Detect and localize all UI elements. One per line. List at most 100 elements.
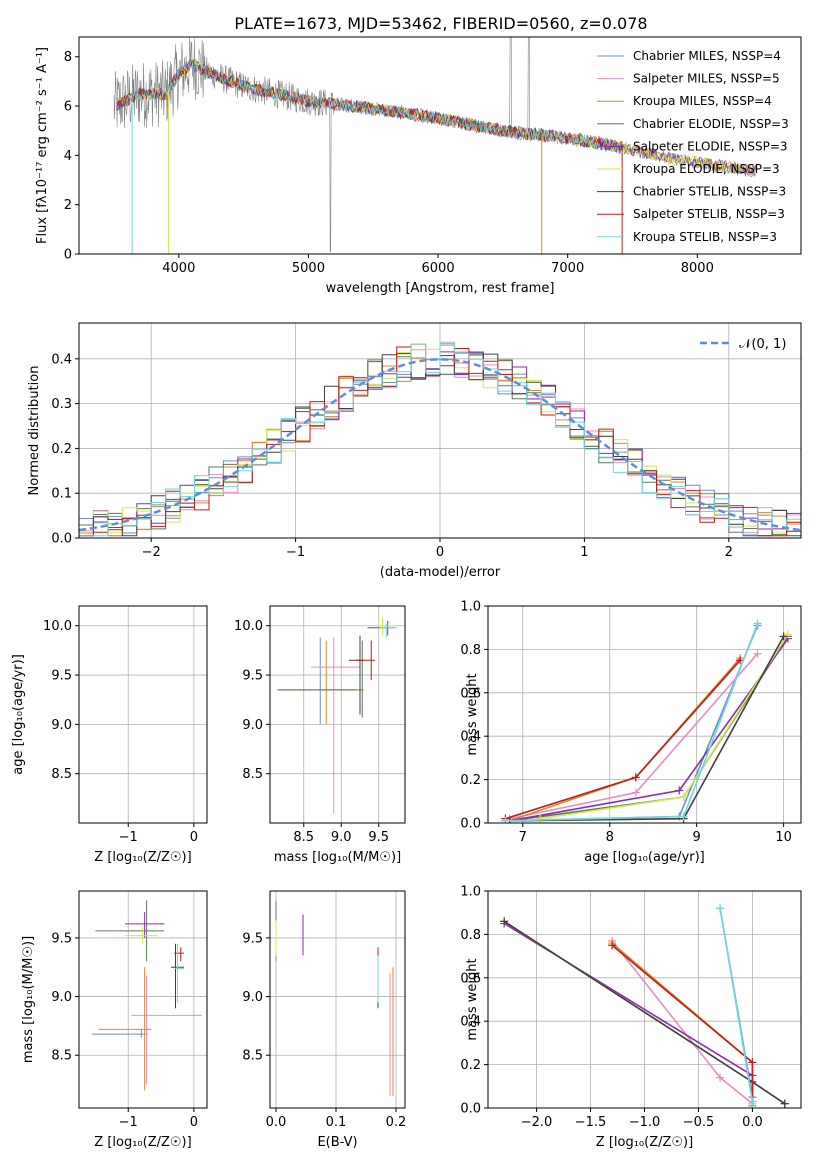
plot-area	[92, 611, 204, 813]
point-marker	[679, 812, 688, 821]
plot-frame	[78, 36, 802, 255]
x-axis-label: Z [log₁₀(Z/Z☉)]	[94, 1135, 191, 1150]
x-tick-label: 5000	[292, 261, 325, 276]
y-tick-label: 0.8	[460, 643, 481, 658]
y-tick-label: 10.0	[234, 619, 263, 634]
x-tick-label: 8000	[681, 261, 714, 276]
y-axis-label: age [log₁₀(age/yr)]	[11, 654, 26, 775]
legend-entry-4: Chabrier ELODIE, NSSP=3	[633, 117, 789, 131]
mass-weight-line-3	[509, 657, 741, 822]
plot-area	[275, 900, 394, 1097]
x-tick-label: −2	[142, 545, 161, 560]
legend-entry-6: Kroupa ELODIE, NSSP=3	[633, 162, 780, 176]
legend-entry-1: Chabrier MILES, NSSP=4	[633, 49, 781, 63]
mass-weight-line-9	[719, 908, 754, 1106]
plot-area	[79, 341, 801, 537]
x-tick-label: 0.0	[266, 1115, 287, 1130]
y-axis-label: mass [log₁₀(M/M☉)]	[21, 936, 36, 1063]
spectrum-panel: 4000 5000 6000 7000 8000 0 2 4 6 8 wavelength [Ang…	[35, 36, 802, 296]
plot-frame	[269, 890, 406, 1109]
x-tick-label: 8.5	[293, 830, 314, 845]
x-tick-label: 0.1	[326, 1115, 347, 1130]
plot-area	[277, 617, 398, 814]
y-tick-label: 6	[64, 100, 72, 115]
x-tick-label: 9.0	[331, 830, 352, 845]
mass-weight-line-2	[611, 940, 753, 1105]
y-tick-label: 1.0	[460, 885, 481, 900]
x-tick-label: −1	[119, 1115, 138, 1130]
y-tick-label: 1.0	[460, 600, 481, 615]
x-axis-label: E(B-V)	[317, 1135, 357, 1150]
point-marker	[779, 632, 788, 641]
y-tick-label: 9.0	[242, 718, 263, 733]
y-axis-label: Normed distribution	[27, 366, 42, 496]
y-tick-label: 0	[64, 248, 72, 263]
mass-vs-ebv-panel: 0.0 0.1 0.2 8.5 9.0 9.5 E(B-V)	[242, 890, 407, 1150]
y-axis-label: mass weight	[465, 958, 480, 1040]
y-tick-label: 8.5	[242, 1049, 263, 1064]
y-tick-label: 0.2	[460, 1058, 481, 1073]
x-axis-label: wavelength [Angstrom, rest frame]	[326, 281, 555, 296]
y-tick-label: 0.6	[460, 686, 481, 701]
x-tick-label: 2	[725, 545, 733, 560]
figure-title: PLATE=1673, MJD=53462, FIBERID=0560, z=0…	[234, 14, 647, 33]
plot-area	[92, 900, 202, 1091]
age-vs-metallicity-panel: −1 0 8.5 9.0 9.5 10.0 Z [log₁₀(Z/Z☉)] age [log₁…	[11, 605, 208, 865]
x-tick-label: 0	[190, 830, 198, 845]
x-tick-label: −1	[286, 545, 305, 560]
y-tick-label: 8	[64, 50, 72, 65]
plot-frame	[78, 890, 208, 1109]
plot-frame	[487, 605, 802, 824]
x-tick-label: 0.2	[386, 1115, 407, 1130]
mass-weight-line-4	[509, 635, 789, 822]
point-marker	[631, 773, 640, 782]
y-tick-label: 2	[64, 198, 72, 213]
y-tick-label: 8.5	[242, 767, 263, 782]
y-tick-label: 9.0	[51, 990, 72, 1005]
plot-frame	[78, 322, 802, 539]
x-axis-label: (data-model)/error	[380, 565, 501, 580]
y-tick-label: 0.2	[51, 442, 72, 457]
x-tick-label: −1	[119, 830, 138, 845]
x-axis-label: age [log₁₀(age/yr)]	[584, 850, 705, 865]
x-tick-label: −0.5	[683, 1115, 715, 1130]
point-marker	[631, 788, 640, 797]
model-spectrum-8	[116, 59, 623, 151]
x-tick-label: 9.5	[368, 830, 389, 845]
legend-entry-normal: 𝒩(0, 1)	[739, 337, 786, 352]
point-marker	[608, 941, 617, 950]
x-tick-label: 9	[693, 830, 701, 845]
x-axis-label: mass [log₁₀(M/M☉)]	[274, 850, 401, 865]
y-tick-label: 9.0	[242, 990, 263, 1005]
model-spectrum-9	[129, 56, 623, 153]
legend-entry-5: Salpeter ELODIE, NSSP=3	[633, 139, 788, 153]
x-tick-label: 0	[190, 1115, 198, 1130]
plot-frame	[269, 605, 406, 824]
x-tick-label: 8	[606, 830, 614, 845]
x-tick-label: 0.0	[742, 1115, 763, 1130]
mass-vs-metallicity-panel: −1 0 8.5 9.0 9.5 Z [log₁₀(Z/Z☉)] mass [log₁₀(M…	[21, 890, 208, 1150]
x-tick-label: 10	[775, 830, 792, 845]
x-tick-label: 7000	[551, 261, 584, 276]
y-tick-label: 0.4	[51, 352, 72, 367]
point-marker	[536, 814, 545, 823]
histogram-step-9	[79, 341, 801, 537]
mass-weight-line-9	[505, 623, 759, 822]
y-tick-label: 8.5	[51, 767, 72, 782]
mass-weight-vs-age-panel: 7 8 9 10 0.0 0.2 0.4 0.6 0.8 1.0 age [log₁₀(age/yr…	[460, 600, 802, 865]
mass-weight-vs-metallicity-panel: −2.0 −1.5 −1.0 −0.5 0.0 0.0 0.2 0.4 0.6 0.8 1.0 Z […	[460, 885, 802, 1150]
x-tick-label: −2.0	[521, 1115, 553, 1130]
legend-entry-2: Salpeter MILES, NSSP=5	[633, 72, 780, 86]
y-tick-label: 0.3	[51, 397, 72, 412]
x-tick-label: −1.0	[629, 1115, 661, 1130]
x-axis-label: Z [log₁₀(Z/Z☉)]	[94, 850, 191, 865]
y-axis-label: Flux [fλ10⁻¹⁷ erg cm⁻² s⁻¹ A⁻¹]	[35, 47, 50, 244]
residual-histogram-panel: −2 −1 0 1 2 0.0 0.1 0.2 0.3 0.4 (data-model)/error…	[27, 322, 802, 580]
y-tick-label: 0.0	[460, 817, 481, 832]
point-marker	[716, 904, 725, 913]
point-marker	[716, 1073, 725, 1082]
y-tick-label: 4	[64, 149, 72, 164]
x-tick-label: 6000	[422, 261, 455, 276]
y-tick-label: 9.0	[51, 718, 72, 733]
